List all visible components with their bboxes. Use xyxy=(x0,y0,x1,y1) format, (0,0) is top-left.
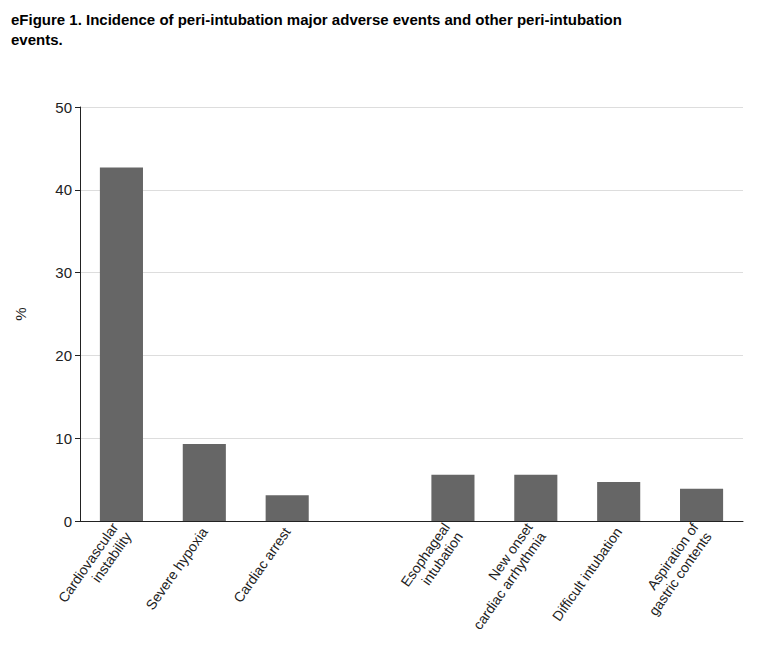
svg-text:Aspiration of: Aspiration of xyxy=(643,519,702,593)
svg-text:30: 30 xyxy=(55,264,72,281)
svg-text:events.: events. xyxy=(11,31,63,48)
svg-text:50: 50 xyxy=(55,99,72,116)
svg-text:0: 0 xyxy=(64,513,72,530)
svg-text:instability: instability xyxy=(88,529,134,585)
svg-text:Difficult intubation: Difficult intubation xyxy=(549,524,625,623)
svg-text:10: 10 xyxy=(55,430,72,447)
svg-text:Cardiovascular: Cardiovascular xyxy=(54,519,122,606)
svg-text:eFigure 1. Incidence of peri-i: eFigure 1. Incidence of peri-intubation … xyxy=(11,11,622,28)
svg-text:intubation: intubation xyxy=(418,529,466,588)
svg-text:Esophageal: Esophageal xyxy=(397,519,453,590)
svg-text:40: 40 xyxy=(55,181,72,198)
svg-text:%: % xyxy=(12,307,29,320)
svg-text:Severe hypoxia: Severe hypoxia xyxy=(142,524,211,612)
svg-text:New onset: New onset xyxy=(484,519,536,584)
svg-text:20: 20 xyxy=(55,347,72,364)
svg-text:gastric contents: gastric contents xyxy=(645,529,714,618)
svg-text:Cardiac arrest: Cardiac arrest xyxy=(230,524,294,605)
svg-text:cardiac arrhythmia: cardiac arrhythmia xyxy=(470,529,549,633)
